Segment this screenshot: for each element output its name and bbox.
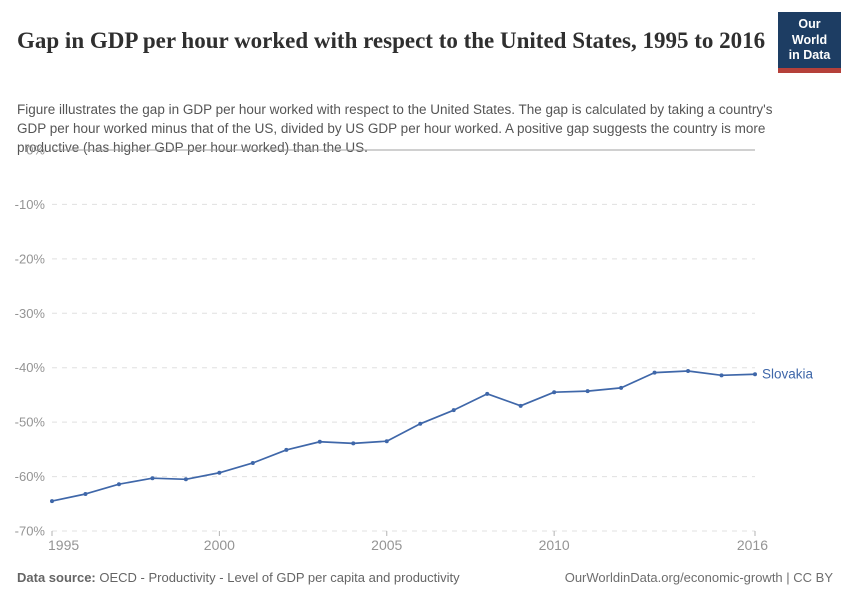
data-source: Data source: OECD - Productivity - Level… (17, 570, 460, 585)
page-title: Gap in GDP per hour worked with respect … (17, 28, 766, 54)
data-point-1998[interactable] (150, 476, 155, 481)
chart-subtitle: Figure illustrates the gap in GDP per ho… (17, 101, 773, 156)
chart-footer: Data source: OECD - Productivity - Level… (17, 570, 833, 585)
data-point-1995[interactable] (50, 499, 54, 504)
x-tick-label: 2000 (204, 537, 235, 553)
y-tick-label: -70% (15, 524, 46, 539)
chart-svg: 0% -10% -20% -30% -40% -50% -60% -70%1995 2000 20… (15, 143, 814, 554)
x-tick-label: 2010 (539, 537, 570, 553)
data-point-1997[interactable] (116, 482, 121, 487)
data-point-2012[interactable] (619, 385, 624, 390)
y-tick-label: -40% (15, 360, 46, 375)
data-point-2008[interactable] (485, 391, 490, 396)
data-point-2005[interactable] (384, 439, 389, 444)
x-tick-label: 1995 (48, 537, 79, 553)
data-point-2015[interactable] (719, 373, 724, 378)
data-point-2004[interactable] (351, 441, 356, 446)
data-point-2016[interactable] (753, 372, 757, 377)
series-line[interactable] (51, 370, 756, 502)
data-point-2013[interactable] (652, 370, 657, 375)
data-point-2014[interactable] (686, 368, 691, 373)
data-point-2007[interactable] (451, 408, 456, 413)
y-tick-label: -20% (15, 251, 46, 266)
owid-logo[interactable]: Our World in Data (778, 12, 841, 73)
credit-link[interactable]: OurWorldinData.org/economic-growth | CC … (564, 570, 833, 585)
y-tick-label: -30% (15, 306, 46, 321)
data-point-2011[interactable] (585, 389, 590, 394)
data-source-text: OECD - Productivity - Level of GDP per c… (95, 570, 460, 585)
data-point-2002[interactable] (284, 447, 289, 452)
y-tick-label: -50% (15, 415, 46, 430)
series-end-label[interactable]: Slovakia (762, 367, 814, 382)
data-point-2010[interactable] (552, 390, 557, 395)
data-point-1999[interactable] (183, 477, 188, 482)
data-point-2006[interactable] (418, 421, 423, 426)
data-source-label: Data source: (17, 570, 96, 585)
data-point-1996[interactable] (83, 491, 88, 496)
data-point-2001[interactable] (250, 460, 255, 465)
y-tick-label: -60% (15, 469, 46, 484)
x-tick-label: 2005 (371, 537, 402, 553)
owid-logo-line2: in Data (788, 48, 831, 63)
chart-area: 0% -10% -20% -30% -40% -50% -60% -70% 1995 2000 20… (0, 140, 850, 560)
data-point-2003[interactable] (317, 439, 322, 444)
data-point-2000[interactable] (217, 470, 222, 475)
y-tick-label: 0% (26, 143, 45, 158)
y-tick-label: -10% (15, 197, 46, 212)
data-point-2009[interactable] (518, 403, 523, 408)
x-tick-label: 2016 (737, 537, 768, 553)
owid-logo-line1: Our World (791, 17, 828, 47)
